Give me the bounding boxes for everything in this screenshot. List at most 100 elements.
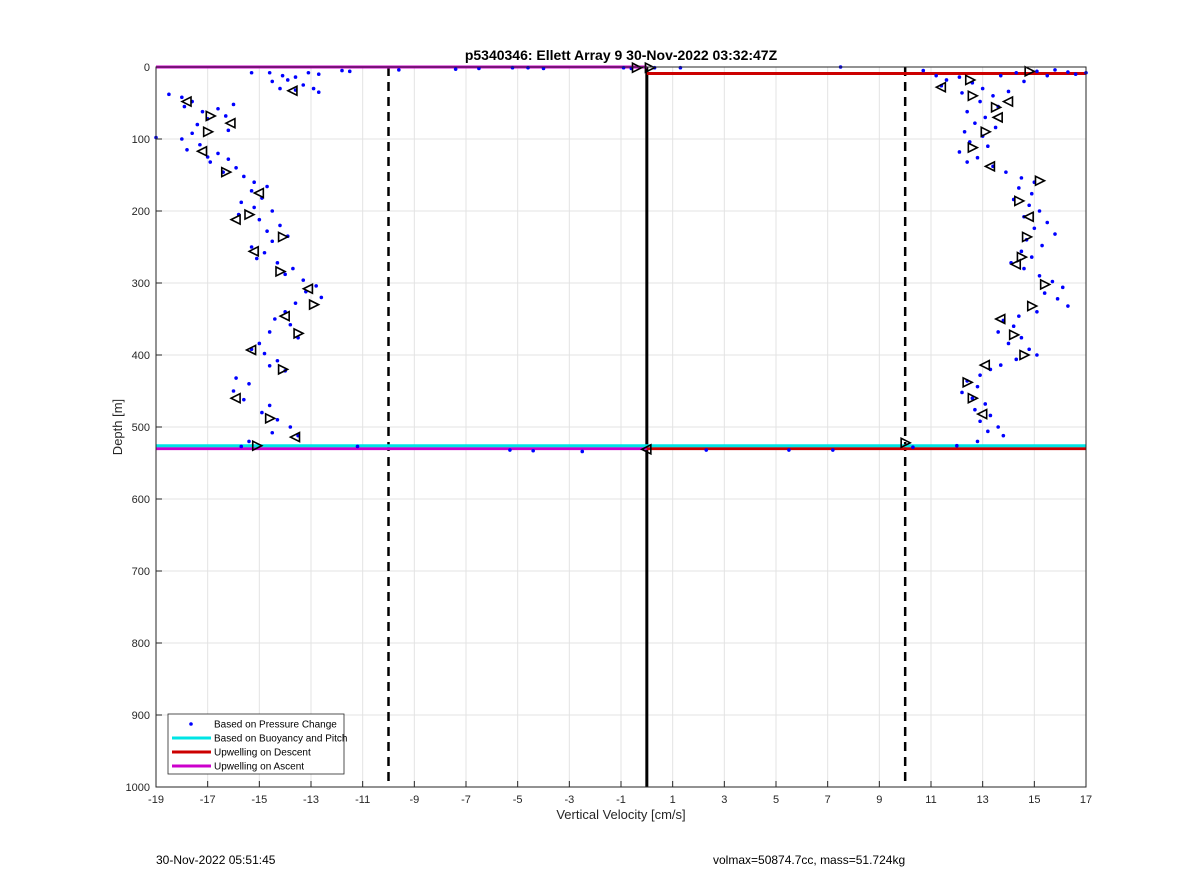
pressure-change-point xyxy=(973,407,977,412)
triangle-marker xyxy=(975,408,988,420)
pressure-change-point xyxy=(283,272,287,277)
pressure-change-point xyxy=(231,389,236,393)
pressure-change-point xyxy=(267,364,272,368)
pressure-change-point xyxy=(1001,433,1006,438)
pressure-change-point xyxy=(1050,279,1055,284)
pressure-change-point xyxy=(978,373,982,377)
pressure-change-point xyxy=(278,223,282,228)
triangle-marker xyxy=(1009,258,1022,271)
pressure-change-point xyxy=(234,166,238,170)
y-tick-label: 800 xyxy=(132,638,150,650)
footer-summary: volmax=50874.7cc, mass=51.724kg xyxy=(713,853,906,867)
x-tick-label: 15 xyxy=(1028,794,1040,806)
x-tick-label: -3 xyxy=(564,794,574,806)
pressure-change-point xyxy=(273,317,277,321)
pressure-change-point xyxy=(508,448,512,452)
pressure-change-point xyxy=(288,322,293,327)
triangle-marker xyxy=(1026,300,1039,312)
x-tick-label: -11 xyxy=(355,794,370,806)
pressure-change-point xyxy=(1027,347,1031,352)
pressure-change-point xyxy=(265,184,269,189)
legend-entry-label: Upwelling on Descent xyxy=(214,748,311,759)
pressure-change-point xyxy=(678,65,683,70)
x-tick-label: -17 xyxy=(200,794,216,806)
axis-ticks: -19 -17 -15 -13 -11 -9 -7 -5 -3 -1 1 3 5 7 9 11 13 15 1701… xyxy=(126,62,1093,806)
pressure-change-point xyxy=(347,69,352,74)
triangle-marker xyxy=(900,437,912,449)
triangle-marker xyxy=(1039,278,1052,291)
pressure-change-point xyxy=(257,341,262,346)
x-tick-label: -15 xyxy=(251,794,267,806)
pressure-change-point xyxy=(965,109,969,114)
triangle-marker xyxy=(990,101,1003,114)
pressure-change-point xyxy=(239,444,244,449)
pressure-change-point xyxy=(980,86,985,91)
pressure-change-point xyxy=(453,67,458,71)
y-tick-label: 400 xyxy=(132,350,150,362)
pressure-change-point xyxy=(1053,232,1057,236)
pressure-change-point xyxy=(526,65,530,70)
pressure-change-point xyxy=(198,142,202,147)
pressure-change-point xyxy=(970,396,975,401)
triangle-marker xyxy=(1022,210,1034,223)
triangle-marker xyxy=(244,344,257,356)
pressure-change-point xyxy=(983,402,988,406)
triangle-marker xyxy=(195,145,208,158)
pressure-change-point xyxy=(975,155,980,160)
pressure-change-point xyxy=(254,256,259,261)
pressure-change-point xyxy=(911,445,915,449)
pressure-change-point xyxy=(249,70,254,75)
pressure-change-point xyxy=(252,205,256,210)
triangle-marker xyxy=(229,392,241,404)
pressure-change-point xyxy=(249,245,254,249)
pressure-change-point xyxy=(991,94,995,98)
pressure-change-point xyxy=(965,160,969,164)
pressure-change-point xyxy=(1014,357,1019,362)
pressure-change-point xyxy=(270,209,275,213)
triangle-marker xyxy=(983,160,996,173)
pressure-change-point xyxy=(257,217,262,222)
pressure-change-point xyxy=(1060,285,1065,290)
x-tick-label: -7 xyxy=(461,794,471,806)
pressure-change-point xyxy=(962,130,967,134)
pressure-change-point xyxy=(252,180,256,184)
pressure-change-point xyxy=(621,65,626,70)
pressure-change-point xyxy=(249,189,254,193)
pressure-change-point xyxy=(955,443,959,448)
pressure-change-point xyxy=(288,425,293,429)
pressure-change-point xyxy=(957,150,962,154)
pressure-change-point xyxy=(1011,324,1016,329)
x-tick-label: 9 xyxy=(876,794,882,806)
pressure-change-point xyxy=(1055,297,1060,301)
pressure-change-point xyxy=(275,358,280,363)
pressure-change-point xyxy=(316,72,321,76)
triangle-marker xyxy=(224,117,236,129)
y-tick-label: 0 xyxy=(144,62,150,74)
legend-box xyxy=(167,713,345,775)
pressure-change-point xyxy=(1045,220,1050,225)
triangle-marker xyxy=(934,81,947,93)
triangle-marker xyxy=(205,110,218,122)
pressure-change-point xyxy=(239,200,244,205)
triangle-marker xyxy=(180,95,192,108)
x-tick-label: -9 xyxy=(409,794,419,806)
pressure-change-point xyxy=(1019,249,1024,254)
triangle-marker xyxy=(1024,65,1036,78)
pressure-change-point xyxy=(996,425,1000,429)
triangle-marker xyxy=(308,298,321,311)
pressure-change-point xyxy=(262,250,267,255)
pressure-change-point xyxy=(993,125,998,130)
pressure-change-point xyxy=(1066,70,1070,74)
triangle-marker xyxy=(244,208,256,221)
triangle-marker xyxy=(1034,174,1047,187)
pressure-change-point xyxy=(1073,72,1078,76)
pressure-change-point xyxy=(223,114,228,118)
triangle-marker xyxy=(967,90,980,102)
triangle-marker xyxy=(967,141,980,154)
triangle-marker xyxy=(277,363,290,376)
pressure-change-point xyxy=(998,73,1003,78)
pressure-change-point xyxy=(1066,304,1070,308)
y-axis-label: Depth [m] xyxy=(110,399,125,455)
pressure-change-point xyxy=(242,397,246,402)
